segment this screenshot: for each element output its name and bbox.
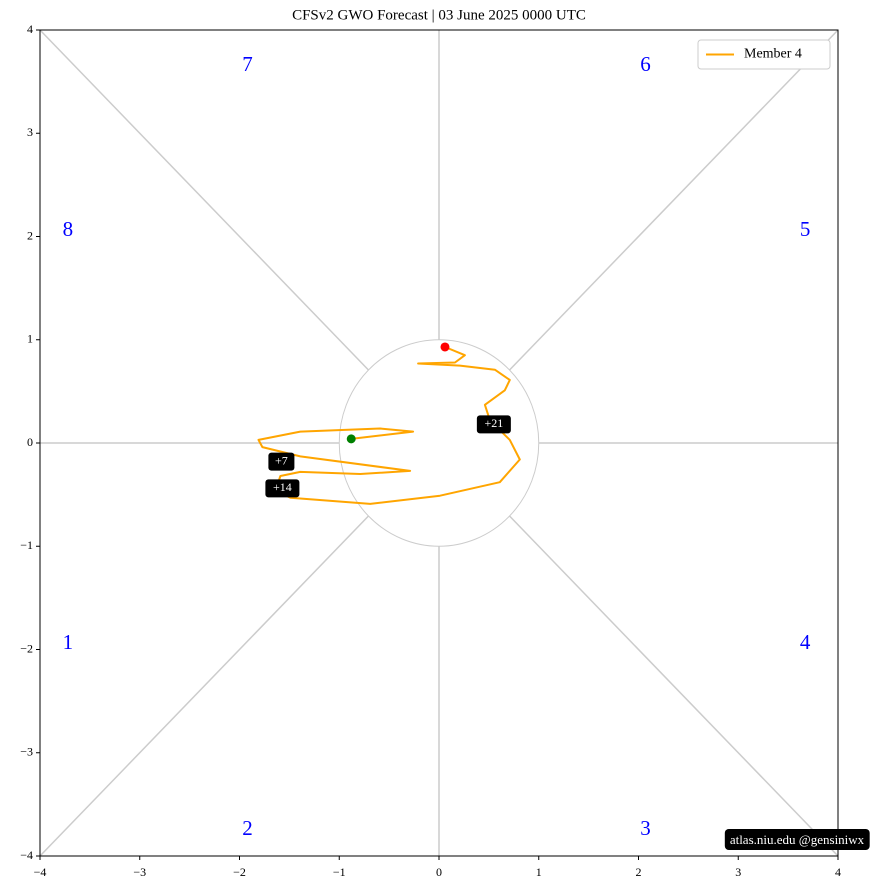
legend-box (697, 39, 831, 70)
x-tick-label: 1 (536, 865, 542, 879)
y-tick-label: −3 (20, 745, 33, 759)
annotation-label: +21 (484, 416, 503, 430)
x-tick-label: −1 (333, 865, 346, 879)
y-tick-label: 3 (27, 125, 33, 139)
phase-label: 6 (640, 52, 651, 76)
chart-title: CFSv2 GWO Forecast | 03 June 2025 0000 U… (292, 7, 586, 23)
y-tick-label: −1 (20, 538, 33, 552)
watermark: atlas.niu.edu @gensiniwx (730, 832, 865, 847)
end-point (440, 342, 450, 352)
phase-label: 1 (63, 630, 74, 654)
y-tick-label: 0 (27, 435, 33, 449)
phase-label: 4 (800, 630, 811, 654)
annotation-box (268, 452, 295, 471)
x-tick-label: 4 (835, 865, 841, 879)
start-point (346, 434, 356, 444)
phase-label: 8 (63, 217, 74, 241)
annotation-label: +14 (273, 480, 292, 494)
x-tick-label: −4 (34, 865, 47, 879)
legend-label: Member 4 (744, 47, 802, 62)
x-tick-label: −2 (233, 865, 246, 879)
trajectory (257, 346, 521, 505)
x-tick-label: 3 (735, 865, 741, 879)
phase-label: 5 (800, 217, 811, 241)
y-tick-label: 4 (27, 22, 33, 36)
x-tick-label: −3 (133, 865, 146, 879)
guide-line (508, 515, 839, 857)
phase-label: 2 (242, 816, 253, 840)
x-tick-label: 2 (636, 865, 642, 879)
y-tick-label: −2 (20, 641, 33, 655)
annotation-box (265, 479, 300, 498)
x-tick-label: 0 (436, 865, 442, 879)
guide-line (39, 29, 370, 371)
annotation-label: +7 (275, 453, 288, 467)
y-tick-label: −4 (20, 848, 33, 862)
annotation-box (476, 415, 511, 434)
guide-line (39, 515, 370, 857)
unit-circle (338, 339, 540, 547)
y-tick-label: 2 (27, 228, 33, 242)
watermark-box (724, 828, 870, 850)
phase-label: 7 (242, 52, 253, 76)
guide-line (508, 29, 839, 371)
phase-label: 3 (640, 816, 651, 840)
y-tick-label: 1 (27, 332, 33, 346)
